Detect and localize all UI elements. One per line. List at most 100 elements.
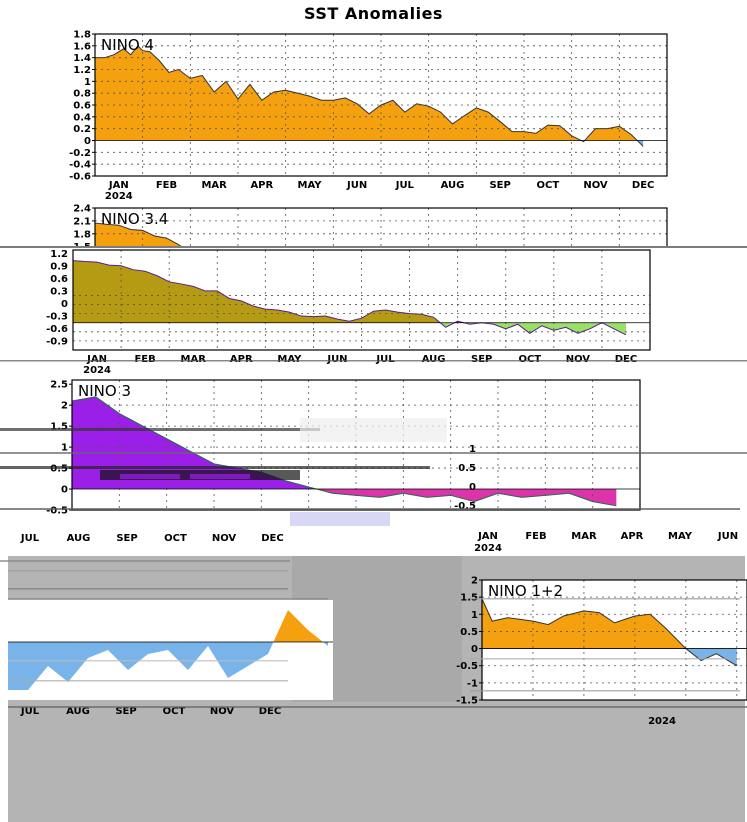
nino4-panel: 1.81.61.41.210.80.60.40.20-0.2-0.4-0.6 JA… [69, 30, 668, 202]
x-tick-label: DEC [632, 180, 654, 191]
figure-title: SST Anomalies [304, 4, 443, 23]
y-tick-label: 0 [471, 644, 478, 655]
negative-anomaly-area [685, 648, 737, 666]
glitch-streak [120, 474, 180, 479]
panel-label: NINO 3 [78, 382, 131, 400]
fragment-x-tick-label: MAR [571, 531, 597, 542]
fragment-x-tick-label: OCT [163, 706, 186, 717]
glitch-streak [8, 706, 747, 708]
y-tick-label: 1.2 [73, 65, 91, 76]
x-tick-label: AUG [441, 180, 465, 191]
y-tick-label: 0.5 [50, 464, 68, 475]
glitch-streak [0, 452, 747, 454]
x-tick-label: NOV [583, 180, 608, 191]
y-tick-label: 1.4 [73, 53, 91, 64]
x-tick-label: APR [230, 354, 253, 365]
fragment-y-tick-label: 0.5 [458, 463, 476, 474]
y-tick-label: 2 [61, 401, 68, 412]
positive-anomaly-area [8, 610, 328, 642]
fragment-x-tick-label: NOV [210, 706, 235, 717]
y-tick-label: 0.6 [73, 101, 91, 112]
x-tick-label: FEB [134, 354, 155, 365]
x-tick-label: APR [250, 180, 273, 191]
glitch-streak [0, 560, 290, 562]
y-tick-label: 1.6 [73, 41, 91, 52]
y-tick-label: -0.6 [69, 172, 91, 183]
glitch-streak [8, 588, 288, 590]
anomaly-line [481, 598, 738, 667]
glitch-streak [0, 466, 430, 469]
year-label: 2024 [83, 365, 111, 376]
fragment-x-tick-label: MAY [668, 531, 693, 542]
fragment-x-tick-label: JUL [20, 706, 40, 717]
x-tick-label: SEP [489, 180, 510, 191]
overlap-y-tick-label: -0.3 [46, 312, 68, 323]
overlap-y-tick-label: -0.6 [46, 324, 68, 335]
x-tick-label: AUG [422, 354, 446, 365]
nino12-left-fragment: JUL AUG SEP OCT NOV DEC [8, 600, 333, 717]
nino12-panel: 2 1.5 1 0.5 0 -0.5 -1 -1.5 NINO 1+2 2024 [456, 576, 747, 727]
plot-frame [481, 579, 747, 701]
anomaly-line [95, 45, 644, 147]
fragment-x-tick-label: JAN [477, 531, 498, 542]
overlap-y-tick-label: 1.2 [50, 249, 68, 260]
overlap-y-tick-label: 0.9 [50, 262, 68, 273]
anomaly-line [72, 260, 627, 336]
glitch-streak [0, 428, 320, 431]
y-tick-label: 0 [84, 136, 91, 147]
x-tick-label: MAR [181, 354, 207, 365]
y-tick-label: 1 [471, 610, 478, 621]
fragment-x-tick-label: JUN [717, 531, 738, 542]
y-tick-label: 2.4 [73, 204, 91, 215]
fragment-x-tick-label: DEC [259, 706, 281, 717]
glitch-streak [0, 508, 740, 510]
positive-anomaly-area [95, 45, 644, 141]
x-tick-label: OCT [536, 180, 559, 191]
overlap-y-tick-label: 0.3 [50, 287, 68, 298]
glitch-streak [470, 658, 740, 660]
glitch-streak [8, 598, 328, 600]
x-tick-label: NOV [566, 354, 591, 365]
panel-label: NINO 3.4 [101, 210, 168, 228]
panel-label: NINO 1+2 [488, 582, 563, 600]
glitch-streak [300, 418, 447, 442]
glitch-streak [470, 690, 740, 692]
y-tick-label: -1.5 [456, 696, 478, 707]
positive-anomaly-area [73, 260, 626, 323]
anomaly-line [71, 396, 617, 507]
y-tick-label: 1 [84, 77, 91, 88]
x-tick-label: JUL [375, 354, 395, 365]
nino3-right-fragment: 1 0.5 0 -0.5 JAN FEB MAR APR MAY JUN 2024 [454, 444, 738, 554]
overlap-y-tick-label: -0.9 [46, 337, 68, 348]
overlap-panel: JAN FEB MAR APR MAY JUN JUL AUG SEP OCT NOV DEC 2024… [0, 246, 747, 376]
fragment-y-tick-label: 1 [469, 444, 476, 455]
glitch-streak [470, 598, 740, 600]
x-tick-label: MAR [201, 180, 227, 191]
plot-frame [72, 249, 651, 351]
y-tick-label: 2 [471, 576, 478, 587]
y-tick-label: -1 [467, 678, 478, 689]
x-tick-label: JUN [326, 354, 347, 365]
x-tick-label: DEC [261, 533, 283, 544]
glitch-streak [8, 680, 288, 682]
glitch-streak [8, 570, 288, 572]
x-tick-label: JUL [395, 180, 415, 191]
render-glitch-streaks [0, 246, 747, 708]
glitch-streak [0, 246, 747, 248]
y-tick-label: 0.5 [460, 627, 478, 638]
y-tick-label: -0.5 [46, 506, 68, 517]
y-tick-label: 2.5 [50, 380, 68, 391]
y-tick-label: -0.2 [69, 148, 91, 159]
year-label: 2024 [648, 716, 676, 727]
y-tick-label: -0.4 [69, 160, 91, 171]
x-tick-label: SEP [116, 533, 137, 544]
positive-anomaly-area [72, 396, 617, 490]
glitch-streak [0, 360, 747, 362]
x-tick-label: NOV [212, 533, 237, 544]
fragment-x-tick-label: FEB [525, 531, 546, 542]
y-tick-label: 2.1 [73, 216, 91, 227]
y-tick-label: 1.8 [73, 30, 91, 41]
x-tick-label: OCT [164, 533, 187, 544]
x-tick-label: MAY [298, 180, 323, 191]
